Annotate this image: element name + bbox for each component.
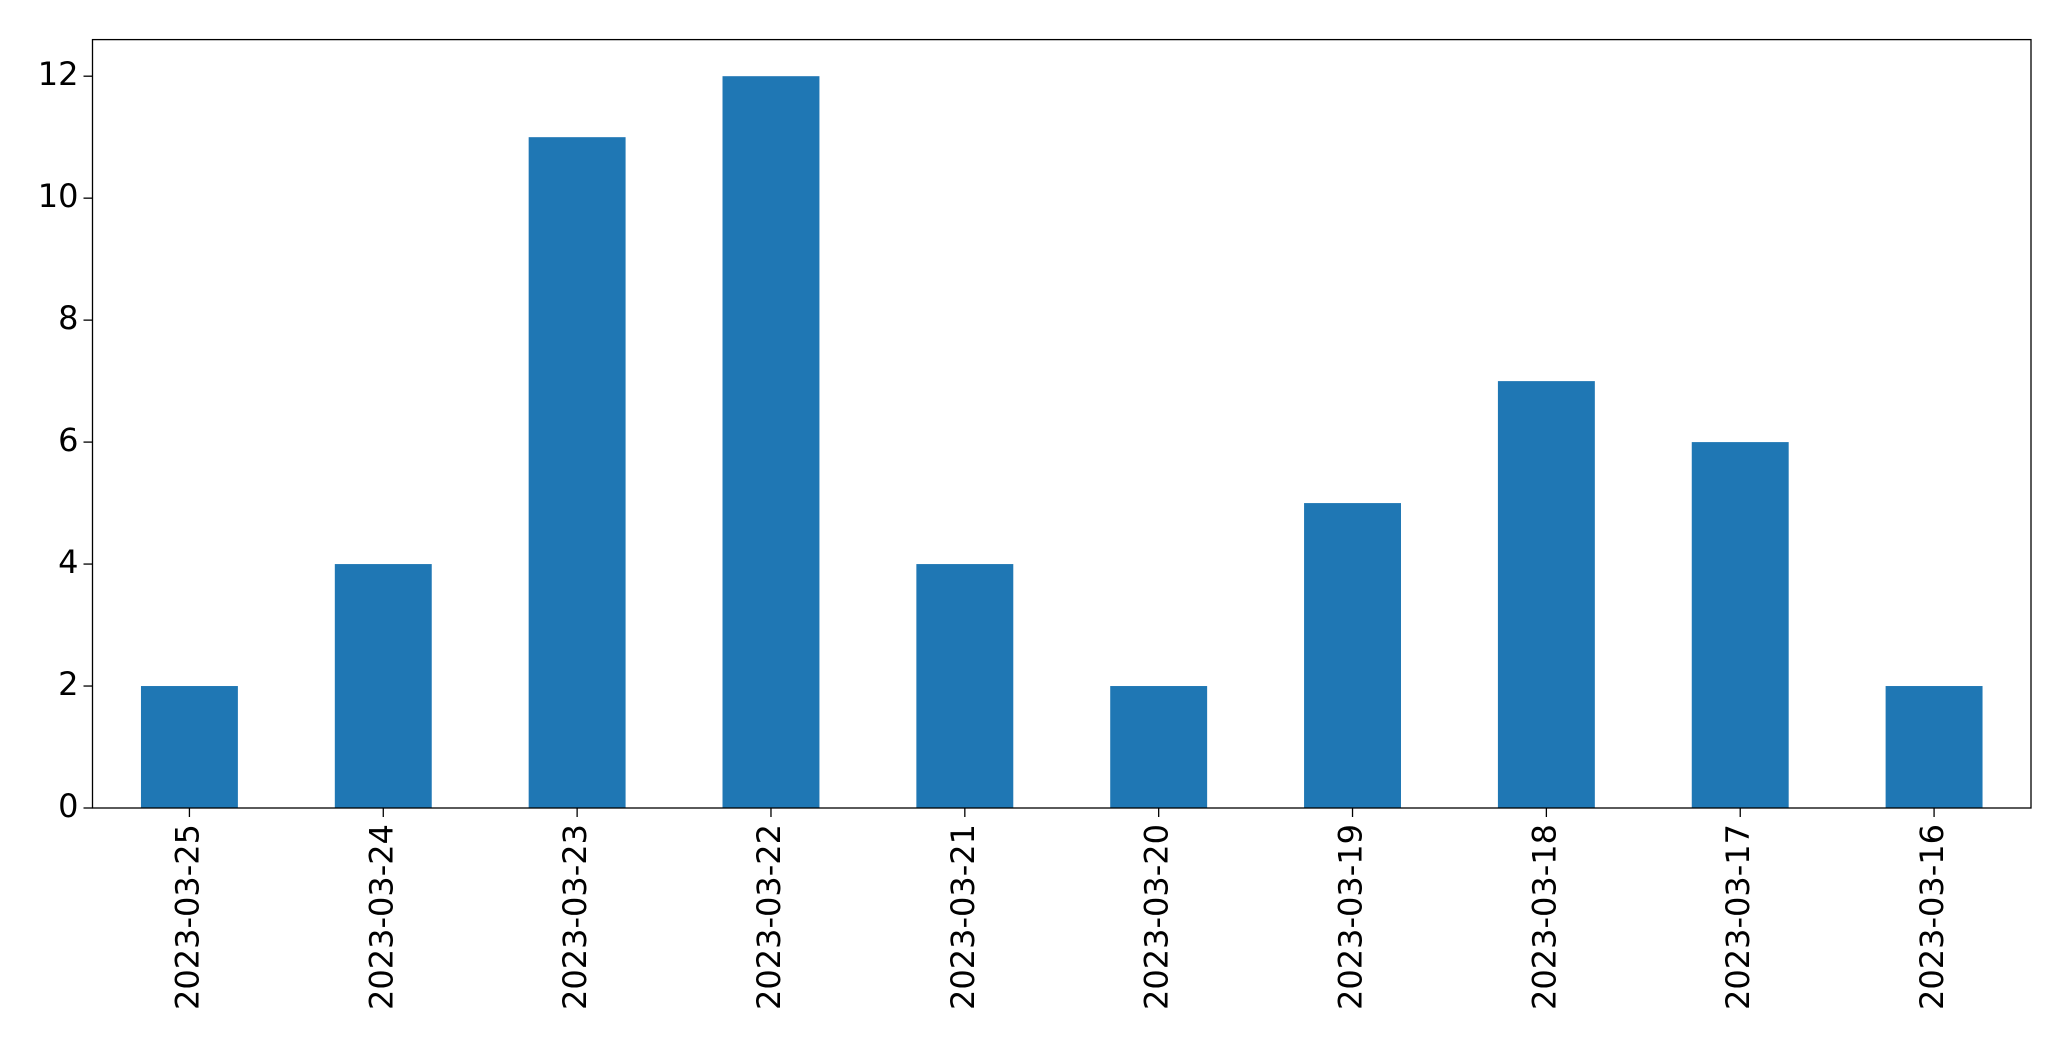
y-tick-label: 10 (38, 177, 79, 215)
x-tick-label: 2023-03-19 (1332, 824, 1370, 1010)
x-tick-label: 2023-03-23 (556, 824, 594, 1010)
bar (722, 76, 820, 808)
x-tick-label: 2023-03-25 (168, 824, 206, 1010)
bar (334, 564, 432, 808)
y-tick-label: 0 (58, 787, 78, 825)
x-tick-label: 2023-03-16 (1913, 824, 1951, 1010)
bar (528, 137, 626, 808)
x-tick-label: 2023-03-21 (944, 824, 982, 1010)
y-tick-label: 4 (58, 543, 78, 581)
plot-frame (91, 38, 2032, 809)
x-tick-label: 2023-03-20 (1138, 824, 1176, 1010)
y-tick-label: 2 (58, 665, 78, 703)
bar (916, 564, 1014, 808)
bar (1497, 381, 1595, 808)
y-tick-label: 8 (58, 299, 78, 337)
y-tick-label: 12 (38, 55, 79, 93)
bar (1304, 503, 1401, 808)
y-tick-label: 6 (58, 421, 78, 459)
x-tick-label: 2023-03-17 (1719, 824, 1757, 1010)
bar (1885, 686, 1983, 808)
x-tick-label: 2023-03-18 (1525, 824, 1563, 1010)
x-tick-label: 2023-03-22 (750, 824, 788, 1010)
bar (1691, 442, 1789, 808)
x-tick-label: 2023-03-24 (362, 824, 400, 1010)
bar (140, 686, 238, 808)
bar (1110, 686, 1208, 808)
